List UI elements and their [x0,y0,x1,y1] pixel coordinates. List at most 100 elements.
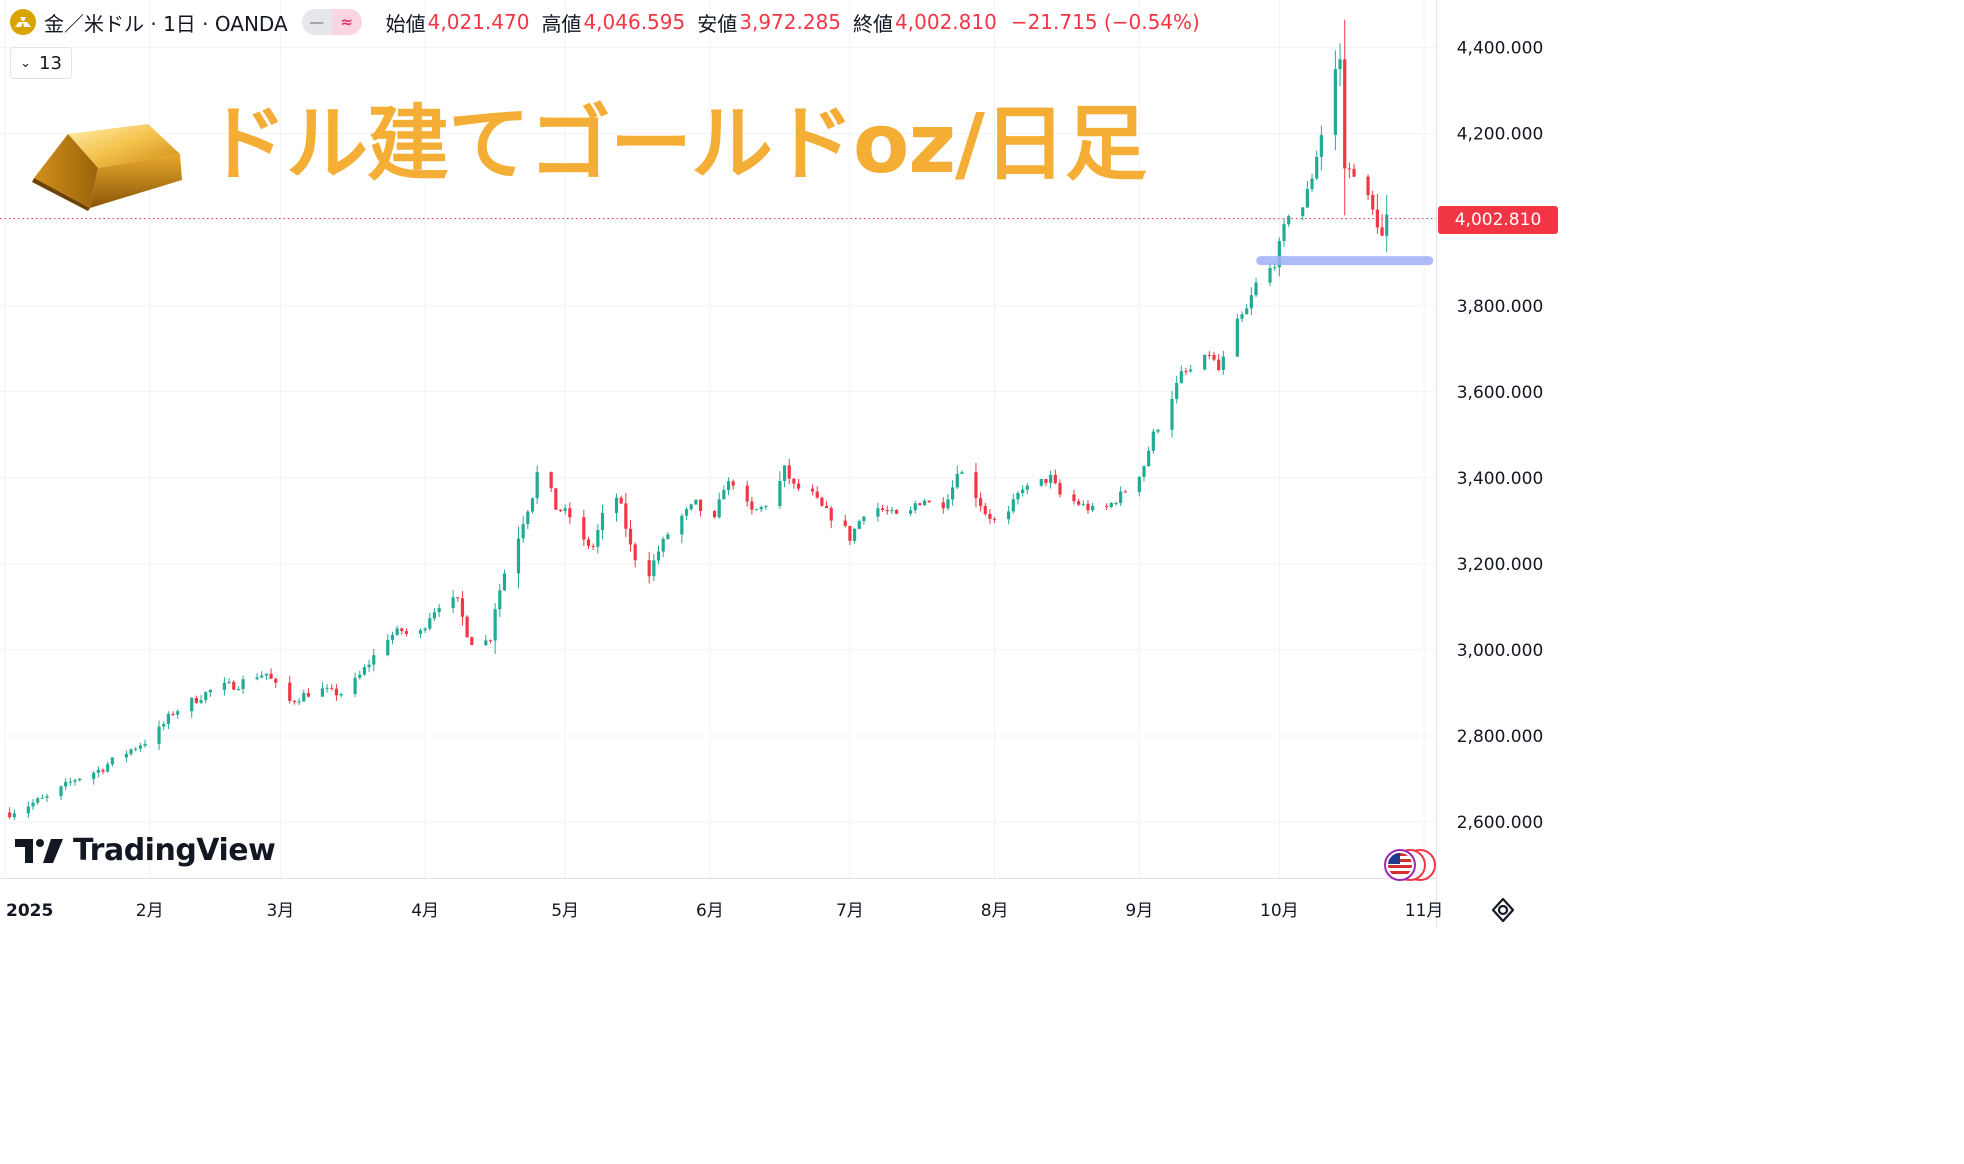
candle [955,465,959,490]
candle [1007,505,1011,525]
candle-body [1385,214,1389,236]
candle-body [946,499,950,509]
candle-body [694,499,698,505]
pill-left[interactable]: — [301,9,332,35]
candle [876,502,880,522]
candle-body [1086,503,1090,511]
candle-body [255,677,259,680]
candle [484,634,488,647]
candle-body [918,503,922,506]
candle-body [404,631,409,634]
candle-body [138,745,142,749]
candle [325,684,329,693]
x-tick-label: 7月 [836,901,864,921]
candle [815,486,819,499]
candle [274,677,278,689]
candle-body [1044,479,1048,483]
candle [390,631,395,645]
x-tick-label: 6月 [696,901,724,921]
candle [199,695,203,704]
candle-body [1189,369,1193,372]
tradingview-logo[interactable]: TradingView [15,833,276,868]
candle [353,672,357,698]
candle-body [1025,485,1029,490]
candle [1240,311,1244,323]
candle-body [208,689,212,693]
candle-body [157,726,161,744]
candle-body [1203,354,1207,370]
candle [712,510,717,519]
candle-body [106,764,110,772]
candle [302,689,306,702]
candle [1375,194,1379,234]
close-value: 4,002.810 [895,10,997,34]
candle-body [960,472,964,474]
candle-body [516,538,521,574]
candle [1352,163,1356,178]
candle-body [292,700,297,703]
candle [236,686,240,691]
candle-body [652,560,656,577]
candle [451,590,455,614]
candle [143,739,147,748]
us-flag-events-icon[interactable] [1383,848,1437,882]
candle-body [110,757,114,765]
candle-body [320,688,325,697]
candle-body [908,510,913,514]
symbol-label[interactable]: 金／米ドル · 1日 · OANDA [44,11,288,36]
candle-body [1058,482,1062,495]
candle-body [974,472,978,499]
candle-body [680,515,684,535]
candle-body [1147,450,1151,467]
candle [857,519,861,530]
candle-body [586,539,591,546]
chart-mode-toggle[interactable]: — ≈ [301,9,362,35]
candle [1184,367,1188,376]
candle-body [78,778,82,781]
candle [680,513,684,544]
candle [232,680,236,691]
candle [731,479,735,490]
candle-body [876,508,880,517]
candle-body [1049,474,1053,483]
candle [339,692,343,698]
low-label: 安値 [697,11,738,36]
x-tick-label: 2月 [136,901,164,921]
last-price-tag: 4,002.810 [1438,206,1558,234]
candle [880,504,885,512]
candle-body [325,687,329,689]
settings-gear-icon[interactable] [1489,896,1517,924]
candle [12,809,16,821]
candle [568,502,572,524]
candle [101,768,105,775]
candle [1147,446,1151,467]
candle-body [339,693,343,696]
tradingview-brand: TradingView [73,833,276,868]
candle-body [759,506,763,510]
candle-body [750,501,754,510]
candle [792,478,796,489]
y-tick-label: 4,200.000 [1457,125,1544,145]
candle-body [922,500,927,506]
candle-body [1179,371,1183,383]
candle [1114,501,1118,506]
candle-body [726,481,731,491]
candle-body [1301,207,1305,217]
candle [1212,351,1216,361]
candle [470,636,474,646]
indicator-toggle-button[interactable]: ⌄ 13 [10,47,72,79]
pill-right[interactable]: ≈ [331,9,362,35]
candle [1025,483,1029,495]
candle [26,801,30,819]
candle [171,711,175,717]
y-tick-label: 3,000.000 [1457,641,1544,661]
candle [106,761,110,773]
candle-body [1142,466,1146,477]
candle [908,506,913,517]
candle [1039,478,1043,488]
candle [465,615,469,638]
candle-body [171,714,175,716]
candle-body [418,630,423,634]
candle [554,488,558,510]
candle [1207,351,1211,359]
